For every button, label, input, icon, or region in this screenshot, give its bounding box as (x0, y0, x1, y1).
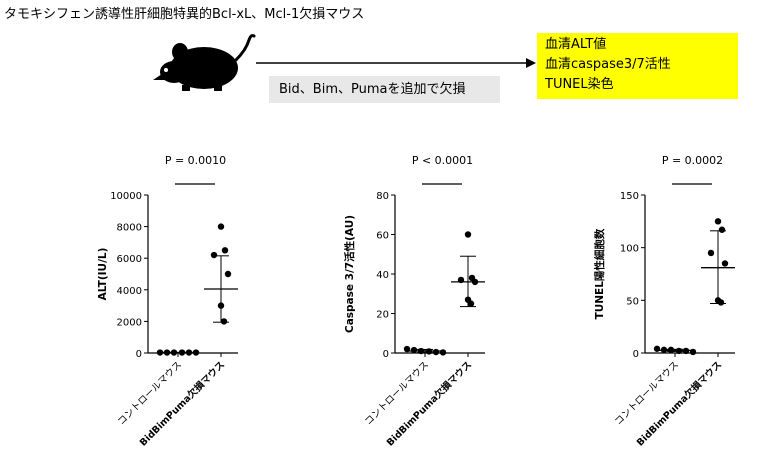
mouse-icon (153, 34, 256, 91)
data-point (170, 349, 178, 356)
data-point (464, 231, 472, 238)
y-tick-label: 0 (633, 349, 639, 360)
y-tick-label: 10000 (110, 191, 142, 202)
y-axis-label: ALT(IU/L) (97, 248, 109, 301)
data-point (192, 349, 200, 356)
data-point (714, 218, 722, 225)
y-tick-label: 40 (376, 270, 389, 281)
data-point (707, 249, 715, 257)
treatment-label: Bid、Bim、Pumaを追加で欠損 (269, 76, 500, 103)
x-category-label: BidBimPuma欠損マウス (384, 359, 474, 449)
readout-alt: 血清ALT値 (545, 37, 607, 52)
y-tick-label: 0 (136, 349, 142, 360)
page-title: タモキシフェン誘導性肝細胞特異的Bcl-xL、Mcl-1欠損マウス (4, 7, 365, 22)
data-point (224, 270, 232, 278)
data-point (689, 348, 697, 356)
data-point (667, 346, 675, 354)
x-category-label: BidBimPuma欠損マウス (137, 359, 227, 449)
data-point (718, 226, 726, 233)
chart-svg: 0200040006000800010000ALT(IU/L)コントロールマウス… (97, 154, 238, 449)
y-tick-label: 50 (626, 296, 639, 307)
y-tick-label: 4000 (117, 286, 142, 297)
data-point (210, 251, 218, 259)
chart-svg: 050100150TUNEL陽性細胞数コントロールマウスBidBimPuma欠損… (593, 154, 735, 449)
p-value-label: P < 0.0001 (412, 154, 473, 167)
arrow-icon (256, 58, 536, 68)
p-value-label: P = 0.0002 (662, 154, 723, 167)
data-point (471, 278, 479, 286)
readouts-box: 血清ALT値 血清caspase3/7活性 TUNEL染色 (537, 33, 738, 99)
data-point (156, 349, 164, 356)
data-point (178, 349, 186, 356)
data-point (721, 260, 729, 267)
data-point (653, 345, 661, 352)
data-point (217, 302, 225, 309)
y-tick-label: 2000 (117, 317, 142, 328)
data-point (403, 345, 411, 353)
data-point (217, 223, 225, 230)
y-tick-label: 150 (620, 191, 639, 202)
data-point (432, 348, 440, 356)
data-point (660, 346, 668, 354)
data-point (425, 348, 433, 355)
y-axis-label: TUNEL陽性細胞数 (593, 228, 606, 319)
data-point (185, 349, 193, 356)
data-point (682, 347, 690, 355)
y-tick-label: 0 (383, 349, 389, 360)
data-point (220, 318, 228, 325)
readout-tunel: TUNEL染色 (545, 77, 614, 92)
chart-alt: 0 2000 4000 6000 8000 10000 ALT(IU/L) コントロールマウス… (88, 140, 258, 464)
y-tick-label: 20 (376, 310, 389, 321)
data-point (439, 349, 447, 356)
readout-caspase: 血清caspase3/7活性 (545, 57, 671, 72)
chart-caspase: 0 20 40 60 80 Caspase 3/7活性(AU) コントロールマウス BidBi… (335, 140, 505, 464)
y-tick-label: 8000 (117, 223, 142, 234)
data-point (675, 347, 683, 355)
y-tick-label: 6000 (117, 254, 142, 265)
data-point (163, 349, 171, 356)
y-axis-label: Caspase 3/7活性(AU) (343, 215, 356, 333)
y-tick-label: 100 (620, 244, 639, 255)
data-point (717, 299, 725, 306)
data-point (417, 347, 425, 355)
data-point (410, 346, 418, 354)
p-value-label: P = 0.0010 (165, 154, 226, 167)
x-category-label: BidBimPuma欠損マウス (634, 359, 724, 449)
y-tick-label: 60 (376, 231, 389, 242)
data-point (221, 247, 229, 254)
y-tick-label: 80 (376, 191, 389, 202)
data-point (457, 276, 465, 284)
chart-tunel: 0 50 100 150 TUNEL陽性細胞数 コントロールマウス BidBimPuma欠損… (585, 140, 755, 464)
data-point (467, 300, 475, 307)
